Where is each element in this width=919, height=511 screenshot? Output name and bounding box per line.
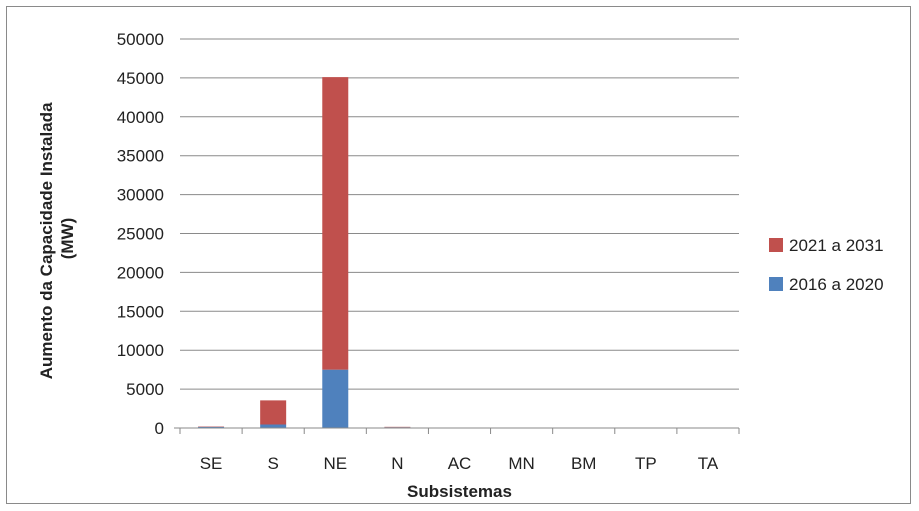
y-tick-label: 40000	[117, 108, 164, 127]
x-tick-label: N	[391, 454, 403, 473]
x-tick-label: MN	[508, 454, 534, 473]
y-tick-label: 0	[155, 419, 164, 438]
legend-swatch	[769, 238, 783, 252]
legend-label: 2021 a 2031	[789, 236, 884, 255]
y-axis-title-line-2: (MW)	[58, 218, 77, 260]
x-tick-label: SE	[200, 454, 223, 473]
y-tick-labels: 0 5000 10000 15000 20000 25000 30000 35000 40000…	[117, 30, 164, 438]
legend-swatch	[769, 277, 783, 291]
x-tick-label: TA	[698, 454, 719, 473]
bar-segment	[322, 369, 349, 428]
y-tick-label: 50000	[117, 30, 164, 49]
x-axis-title: Subsistemas	[407, 482, 512, 501]
gridlines	[180, 38, 739, 390]
y-tick-label: 10000	[117, 341, 164, 360]
y-tick-label: 25000	[117, 225, 164, 244]
x-tick-label: TP	[635, 454, 657, 473]
bar-segment	[260, 424, 287, 428]
y-tick-label: 15000	[117, 302, 164, 321]
y-axis-title: Aumento da Capacidade Instalada (MW)	[37, 98, 77, 380]
bar-segment	[322, 77, 349, 370]
y-tick-label: 20000	[117, 263, 164, 282]
y-tick-label: 30000	[117, 186, 164, 205]
chart-frame	[6, 6, 911, 504]
x-tick-label: S	[267, 454, 278, 473]
legend-label: 2016 a 2020	[789, 275, 884, 294]
x-tick-labels: SE S NE N AC MN BM TP TA	[200, 454, 719, 473]
svg-text:Aumento da Capacidade Instalad: Aumento da Capacidade Instalada (MW)	[37, 98, 77, 380]
y-tick-label: 35000	[117, 147, 164, 166]
x-tick-label: AC	[448, 454, 472, 473]
x-tick-label: BM	[571, 454, 597, 473]
x-tick-label: NE	[323, 454, 347, 473]
legend: 2021 a 2031 2016 a 2020	[769, 236, 884, 294]
y-tick-label: 45000	[117, 69, 164, 88]
bar-segment	[260, 400, 287, 425]
bar-segment	[198, 426, 225, 428]
y-axis-title-line-1: Aumento da Capacidade Instalada	[37, 102, 56, 379]
bars	[198, 77, 411, 428]
x-tick-marks	[179, 428, 740, 434]
y-tick-label: 5000	[126, 380, 164, 399]
